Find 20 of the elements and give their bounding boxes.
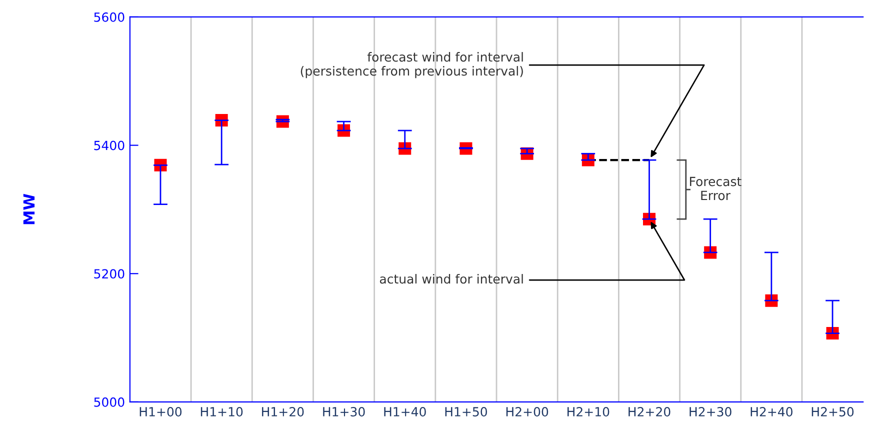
annotation: forecast wind for interval (persistence from previous interval) bbox=[300, 52, 523, 78]
y-tick-label: 5200 bbox=[94, 269, 124, 279]
annotation: Forecast Error bbox=[690, 176, 742, 200]
x-tick-label: H1+30 bbox=[323, 407, 365, 416]
y-tick-label: 5400 bbox=[94, 140, 124, 150]
y-tick-label: 5600 bbox=[94, 12, 124, 22]
x-tick-label: H2+10 bbox=[568, 407, 610, 416]
x-tick-label: H1+10 bbox=[200, 407, 243, 416]
x-tick-label: H1+50 bbox=[445, 407, 487, 416]
x-tick-label: H2+50 bbox=[812, 407, 854, 416]
x-tick-label: H1+40 bbox=[384, 407, 426, 416]
y-axis-title: MW bbox=[23, 194, 35, 224]
y-tick-label: 5000 bbox=[94, 397, 124, 407]
annotation: actual wind for interval bbox=[380, 274, 523, 284]
x-tick-label: H1+20 bbox=[262, 407, 304, 416]
x-tick-label: H1+00 bbox=[140, 407, 182, 416]
x-tick-label: H2+30 bbox=[690, 407, 732, 416]
x-tick-label: H2+40 bbox=[750, 407, 792, 416]
x-tick-label: H2+00 bbox=[506, 407, 548, 416]
x-tick-label: H2+20 bbox=[628, 407, 670, 416]
